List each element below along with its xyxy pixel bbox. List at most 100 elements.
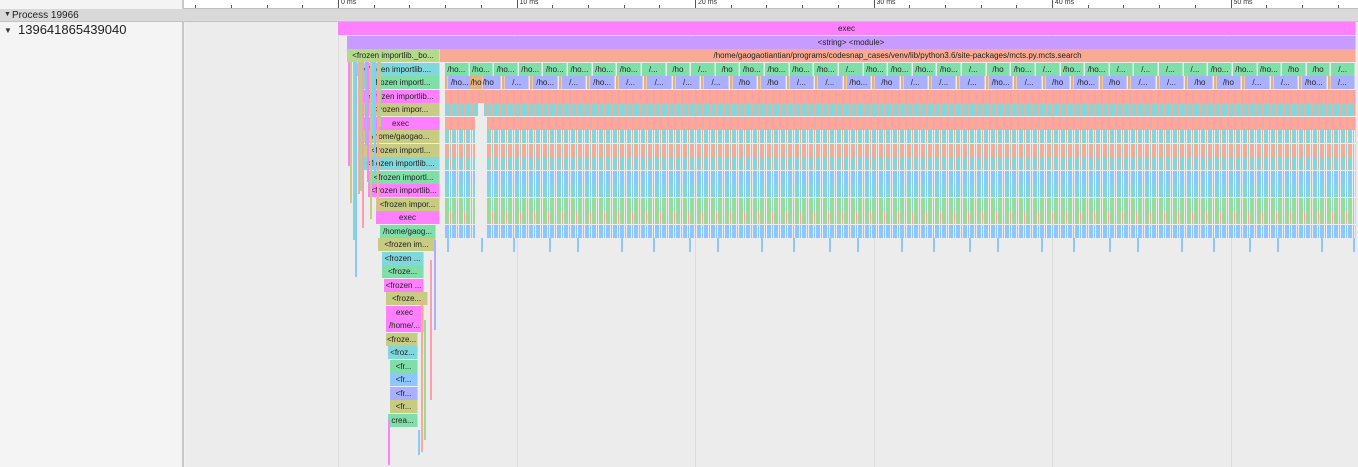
flame-chart-track[interactable]: exec <string> <module> <frozen importlib._… <box>186 22 1358 467</box>
frame-repeat-call[interactable]: /... <box>903 76 928 89</box>
frame-repeat-call[interactable]: /ho <box>1045 76 1071 89</box>
flame-sliver[interactable] <box>374 62 377 173</box>
frame-dense-calls[interactable] <box>445 184 1356 197</box>
frame-repeat-sep[interactable] <box>701 76 705 89</box>
frame-repeat-sep[interactable] <box>445 76 448 89</box>
frame-repeat-sep[interactable] <box>928 76 932 89</box>
frame-repeat-sep[interactable] <box>957 76 961 89</box>
frame-import-stack[interactable]: <frozen ... <box>384 278 424 292</box>
frame-repeat-call[interactable]: /ho <box>1102 76 1128 89</box>
flame-sliver[interactable] <box>1041 238 1043 252</box>
frame-repeat-call[interactable]: /ho <box>1306 62 1331 76</box>
flame-sliver[interactable] <box>1109 238 1111 252</box>
flame-sliver[interactable] <box>430 260 432 400</box>
flame-sliver[interactable] <box>367 62 370 182</box>
frame-repeat-call[interactable]: /... <box>931 76 957 89</box>
frame-repeat-call[interactable]: /ho <box>761 76 786 89</box>
frame-dense-calls[interactable] <box>445 224 1356 238</box>
frame-repeat-sep[interactable] <box>1014 76 1018 89</box>
frame-repeat-call[interactable]: /ho... <box>1074 76 1099 89</box>
frame-repeat-sep[interactable] <box>1270 76 1274 89</box>
frame-repeat-sep[interactable] <box>615 76 619 89</box>
frame-repeat-call[interactable]: /ho <box>875 76 900 89</box>
flame-sliver[interactable] <box>933 238 935 252</box>
frame-repeat-call[interactable]: /ho... <box>912 62 937 76</box>
frame-import-stack[interactable]: <frozen importlib... <box>362 89 440 103</box>
frame-repeat-call[interactable]: /ho... <box>1060 62 1085 76</box>
flame-sliver[interactable] <box>376 62 379 210</box>
frame-import-stack[interactable]: <froze... <box>382 265 424 278</box>
frame-import-stack[interactable]: crea... <box>388 413 418 427</box>
frame-repeat-call[interactable]: /ho <box>1282 62 1306 76</box>
frame-repeat-call[interactable]: /ho... <box>448 76 473 89</box>
flame-sliver[interactable] <box>369 62 372 219</box>
frame-repeat-call[interactable]: /ho... <box>533 76 558 89</box>
flame-sliver[interactable] <box>418 430 420 455</box>
flame-sliver[interactable] <box>1181 238 1183 252</box>
process-header[interactable]: ▼ Process 19966 <box>0 9 1358 22</box>
frame-import-stack[interactable]: <fr... <box>390 373 418 386</box>
frame-repeat-call[interactable]: /... <box>1109 62 1134 76</box>
frame-import-stack[interactable]: exec <box>376 211 440 224</box>
flame-sliver[interactable] <box>434 240 436 330</box>
frame-repeat-call[interactable]: /... <box>960 76 985 89</box>
frame-repeat-call[interactable]: /ho... <box>494 62 518 76</box>
frame-repeat-call[interactable]: /... <box>647 76 672 89</box>
frame-repeat-call[interactable]: /ho... <box>1085 62 1109 76</box>
frame-repeat-call[interactable]: /ho... <box>543 62 568 76</box>
frame-repeat-call[interactable]: /... <box>691 62 715 76</box>
frame-repeat-call[interactable]: /... <box>1134 62 1158 76</box>
frame-repeat-call[interactable]: /ho... <box>592 62 617 76</box>
flame-sliver[interactable] <box>1321 238 1323 252</box>
frame-repeat-sep[interactable] <box>1213 76 1217 89</box>
flame-sliver[interactable] <box>1353 238 1355 252</box>
frame-repeat-sep[interactable] <box>1071 76 1075 89</box>
frame-repeat-call[interactable]: /ho... <box>888 62 912 76</box>
frame-repeat-sep[interactable] <box>1128 76 1132 89</box>
flame-sliver[interactable] <box>388 420 390 465</box>
frame-repeat-call[interactable]: /... <box>838 62 863 76</box>
frame-dense-calls[interactable] <box>445 89 1356 103</box>
timeline-ruler[interactable]: 0 ms 10 ms 20 ms 30 ms 40 ms 50 ms <box>184 0 1358 9</box>
frame-dense-calls[interactable] <box>445 211 1356 224</box>
frame-repeat-call[interactable]: /... <box>1159 76 1185 89</box>
expand-triangle-icon[interactable]: ▼ <box>4 26 12 35</box>
flame-sliver[interactable] <box>653 238 655 252</box>
frame-repeat-sep[interactable] <box>1099 76 1103 89</box>
frame-repeat-call[interactable]: /ho <box>986 62 1011 76</box>
frame-dense-calls[interactable] <box>445 170 1356 184</box>
flame-sliver[interactable] <box>997 238 999 252</box>
flame-sliver[interactable] <box>357 62 360 194</box>
frame-repeat-call[interactable]: /... <box>1330 76 1355 89</box>
frame-repeat-call[interactable]: /ho... <box>863 62 888 76</box>
frame-string-module[interactable]: <string> <module> <box>347 35 1356 49</box>
frame-repeat-call[interactable]: /ho... <box>789 62 814 76</box>
frame-dense-calls[interactable] <box>445 157 1356 170</box>
frame-repeat-call[interactable]: /... <box>1331 62 1355 76</box>
frame-repeat-sep[interactable] <box>1242 76 1246 89</box>
frame-repeat-call[interactable]: /... <box>504 76 530 89</box>
flame-sliver[interactable] <box>857 238 859 252</box>
flame-sliver[interactable] <box>717 238 719 252</box>
frame-repeat-call[interactable]: /ho... <box>469 62 494 76</box>
frame-repeat-call[interactable]: /... <box>561 76 587 89</box>
flame-sliver[interactable] <box>1277 238 1279 252</box>
frame-repeat-call[interactable]: /... <box>1273 76 1299 89</box>
frame-repeat-call[interactable]: /... <box>818 76 843 89</box>
frame-repeat-sep[interactable] <box>815 76 819 89</box>
frame-repeat-call[interactable]: /... <box>962 62 986 76</box>
frame-import-stack[interactable]: /home/gaog... <box>380 224 436 238</box>
frame-repeat-call[interactable]: /ho... <box>1257 62 1282 76</box>
flame-sliver[interactable] <box>447 238 449 252</box>
frame-repeat-call[interactable]: /... <box>704 76 729 89</box>
frame-import-stack[interactable]: /home/gaogao... <box>362 130 440 143</box>
frame-repeat-call[interactable]: /ho... <box>518 62 543 76</box>
flame-sliver[interactable] <box>621 238 623 252</box>
flame-sliver[interactable] <box>352 62 355 240</box>
frame-repeat-sep[interactable] <box>729 76 733 89</box>
flame-sliver[interactable] <box>481 238 483 252</box>
flame-sliver[interactable] <box>350 62 353 203</box>
frame-repeat-call[interactable]: /... <box>1131 76 1156 89</box>
frame-import-stack[interactable]: exec <box>386 305 424 319</box>
frame-dense-calls[interactable] <box>445 197 1356 211</box>
